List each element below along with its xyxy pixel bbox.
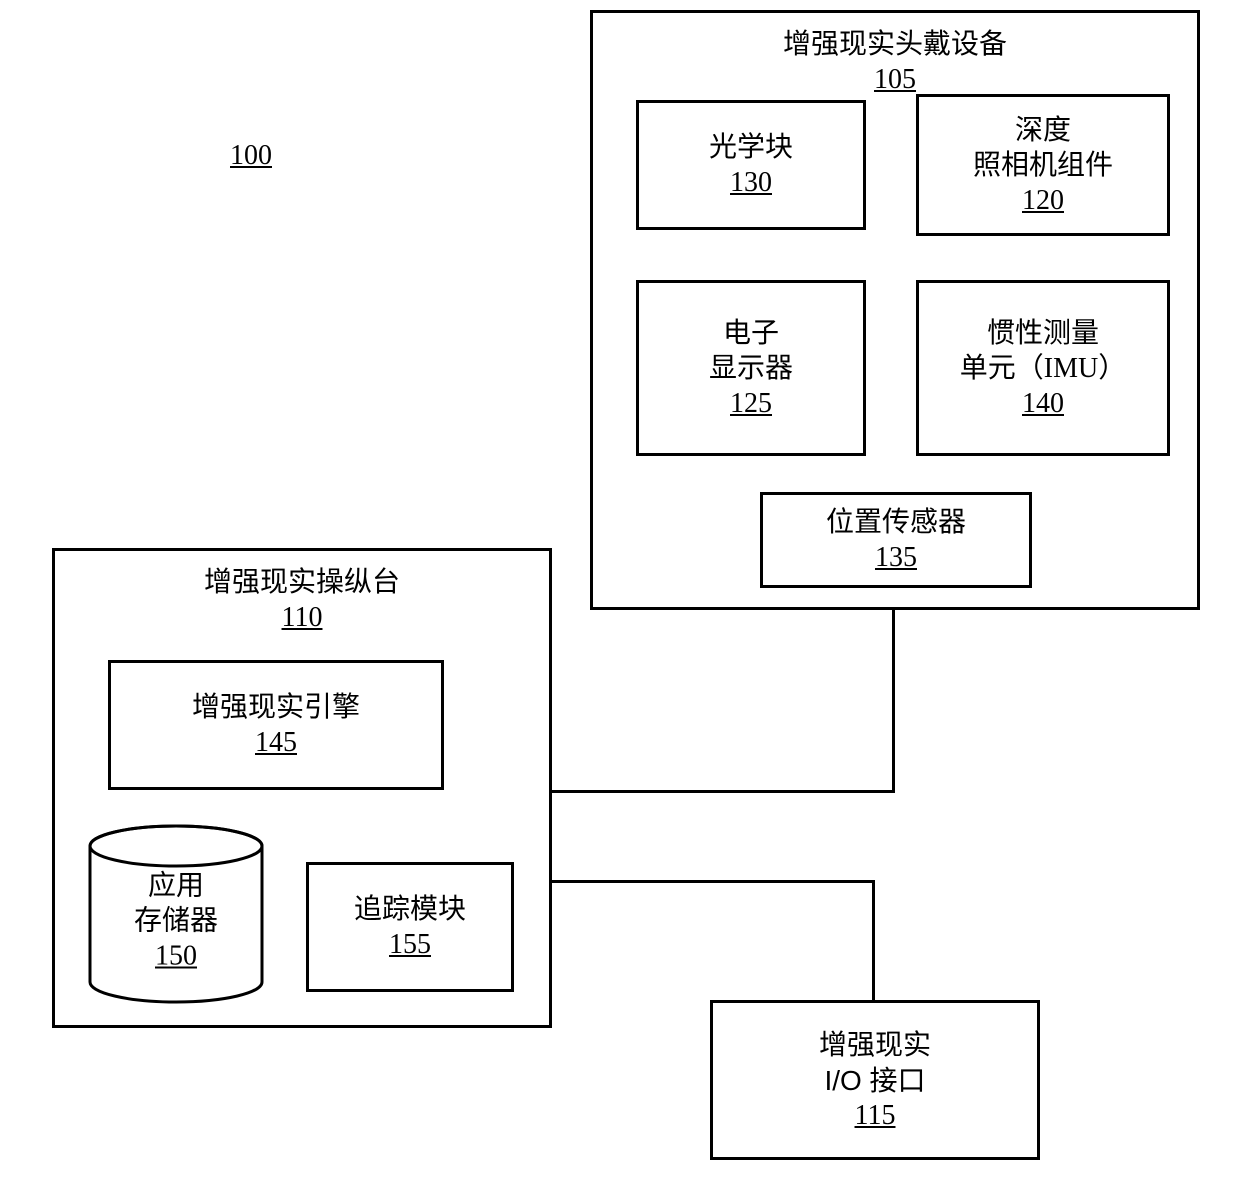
depth-ref: 120	[1022, 183, 1064, 218]
optics-label: 光学块	[709, 130, 793, 165]
depth-camera-block: 深度 照相机组件 120	[916, 94, 1170, 236]
tracking-block: 追踪模块 155	[306, 862, 514, 992]
storage-text: 应用 存储器 150	[86, 868, 266, 973]
display-line1: 电子	[723, 316, 779, 351]
ar-engine-block: 增强现实引擎 145	[108, 660, 444, 790]
imu-ref: 140	[1022, 386, 1064, 421]
connector-line	[552, 880, 875, 883]
storage-line1: 应用	[86, 868, 266, 903]
position-ref: 135	[875, 540, 917, 575]
display-block: 电子 显示器 125	[636, 280, 866, 456]
connector-line	[872, 880, 875, 1000]
track-label: 追踪模块	[354, 892, 466, 927]
connector-line	[552, 790, 895, 793]
position-label: 位置传感器	[826, 505, 966, 540]
io-line2: I/O 接口	[824, 1063, 925, 1098]
optics-block: 光学块 130	[636, 100, 866, 230]
optics-ref: 130	[730, 165, 772, 200]
storage-cylinder: 应用 存储器 150	[86, 824, 266, 1004]
engine-ref: 145	[255, 725, 297, 760]
imu-block: 惯性测量 单元（IMU） 140	[916, 280, 1170, 456]
console-ref: 110	[282, 600, 323, 635]
io-ref: 115	[855, 1098, 896, 1133]
display-line2: 显示器	[709, 351, 793, 386]
system-ref-label: 100	[230, 140, 272, 172]
depth-line1: 深度	[1015, 113, 1071, 148]
storage-ref: 150	[86, 938, 266, 973]
depth-line2: 照相机组件	[973, 148, 1113, 183]
connector-line	[892, 610, 895, 793]
track-ref: 155	[389, 927, 431, 962]
display-ref: 125	[730, 386, 772, 421]
io-line1: 增强现实	[819, 1028, 931, 1063]
engine-label: 增强现实引擎	[192, 690, 360, 725]
headset-title: 增强现实头戴设备	[783, 27, 1007, 62]
diagram-canvas: 100 增强现实头戴设备 105 光学块 130 深度 照相机组件 120 电子…	[0, 0, 1240, 1183]
imu-line1: 惯性测量	[987, 316, 1099, 351]
imu-line2: 单元（IMU）	[960, 351, 1126, 386]
console-title: 增强现实操纵台	[204, 565, 400, 600]
headset-ref: 105	[874, 62, 916, 97]
io-interface-block: 增强现实 I/O 接口 115	[710, 1000, 1040, 1160]
storage-line2: 存储器	[86, 903, 266, 938]
position-sensor-block: 位置传感器 135	[760, 492, 1032, 588]
